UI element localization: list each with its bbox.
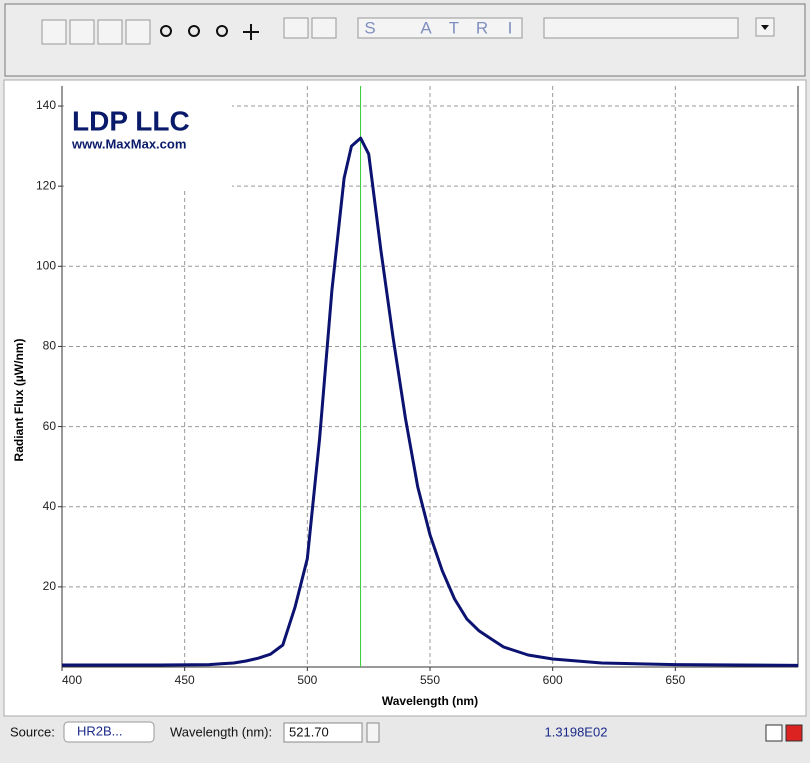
source-value: HR2B...: [77, 723, 123, 738]
mode-buttons[interactable]: [357, 17, 523, 39]
peak-button[interactable]: [765, 724, 783, 742]
y-tick-label: 120: [36, 178, 56, 192]
y-tick-label: 80: [43, 339, 57, 353]
source-select[interactable]: [63, 721, 155, 743]
logo-box: [64, 86, 232, 190]
mode-letter: I: [508, 18, 513, 37]
x-tick-label: 450: [175, 673, 195, 687]
x-axis-label: Wavelength (nm): [382, 694, 478, 708]
lamp-button[interactable]: [283, 17, 309, 39]
x-tick-label: 600: [543, 673, 563, 687]
x-tick-label: 650: [665, 673, 685, 687]
toolbar-buttons: [41, 17, 775, 45]
wavelength-value: 521.70: [289, 724, 329, 739]
mode-letter: R: [476, 18, 488, 37]
zoom-in[interactable]: [160, 25, 172, 37]
x-tick-label: 500: [297, 673, 317, 687]
lamp-button[interactable]: [311, 17, 337, 39]
y-tick-label: 20: [43, 579, 57, 593]
y-tick-label: 140: [36, 98, 56, 112]
tool-button[interactable]: [125, 19, 151, 45]
mode-letter: S: [364, 18, 375, 37]
file-buttons[interactable]: [543, 17, 739, 39]
y-axis-label: Radiant Flux (µW/nm): [12, 339, 26, 462]
flux-readout: 1.3198E02: [545, 724, 608, 739]
logo-title: LDP LLC: [72, 105, 190, 136]
source-label: Source:: [10, 724, 55, 739]
pan[interactable]: [243, 24, 259, 40]
x-tick-label: 400: [62, 673, 82, 687]
tool-button[interactable]: [97, 19, 123, 45]
y-tick-label: 60: [43, 419, 57, 433]
x-tick-label: 550: [420, 673, 440, 687]
wavelength-label: Wavelength (nm):: [170, 724, 272, 739]
wavelength-input[interactable]: [283, 722, 363, 743]
wavelength-spinner[interactable]: [366, 722, 380, 743]
zoom-reset[interactable]: [216, 25, 228, 37]
zoom-out[interactable]: [188, 25, 200, 37]
toolbar: [4, 3, 806, 77]
logo-url: www.MaxMax.com: [71, 136, 186, 151]
mode-letter: T: [449, 18, 459, 37]
plot: [58, 86, 799, 671]
menu-arrow: [761, 25, 769, 30]
close-button[interactable]: [785, 724, 803, 742]
y-tick-label: 40: [43, 499, 57, 513]
tool-button[interactable]: [41, 19, 67, 45]
tool-button[interactable]: [69, 19, 95, 45]
mode-letter: A: [420, 18, 432, 37]
y-tick-label: 100: [36, 258, 56, 272]
spectrum-line: [62, 136, 799, 667]
